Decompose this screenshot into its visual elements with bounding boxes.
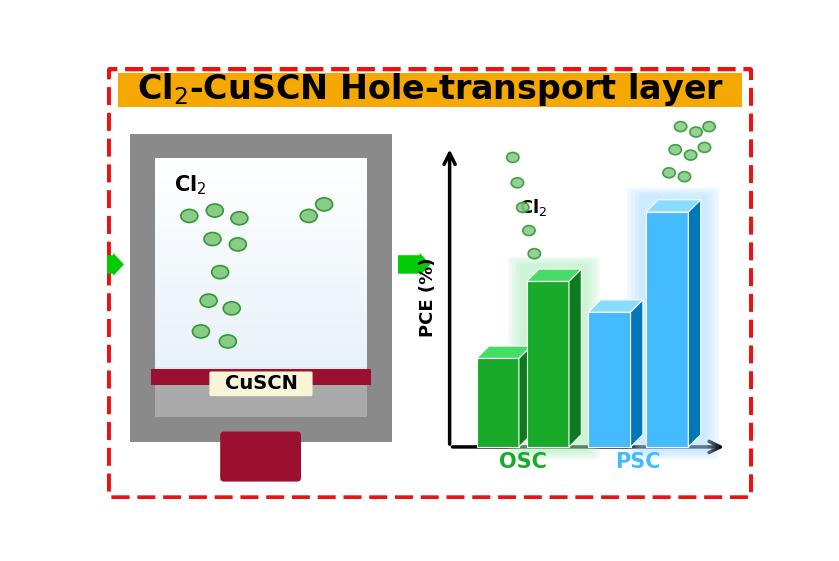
Polygon shape bbox=[588, 300, 643, 312]
Bar bbox=[154, 172, 367, 179]
Bar bbox=[154, 339, 367, 346]
Bar bbox=[154, 297, 367, 304]
Bar bbox=[154, 277, 367, 283]
Ellipse shape bbox=[231, 211, 248, 225]
Bar bbox=[154, 193, 367, 200]
Text: PSC: PSC bbox=[616, 452, 661, 472]
Bar bbox=[646, 212, 688, 447]
Bar bbox=[154, 367, 367, 376]
Bar bbox=[154, 186, 367, 193]
Polygon shape bbox=[569, 269, 581, 447]
Text: OSC: OSC bbox=[499, 452, 547, 472]
Bar bbox=[154, 332, 367, 339]
Bar bbox=[154, 269, 367, 277]
Bar bbox=[154, 221, 367, 228]
Ellipse shape bbox=[206, 204, 223, 217]
FancyBboxPatch shape bbox=[519, 264, 588, 452]
Bar bbox=[130, 417, 392, 442]
Bar bbox=[154, 283, 367, 291]
Bar bbox=[154, 263, 367, 269]
Bar bbox=[130, 134, 392, 442]
Text: Cl$_2$-CuSCN Hole-transport layer: Cl$_2$-CuSCN Hole-transport layer bbox=[137, 71, 724, 108]
Polygon shape bbox=[519, 346, 531, 447]
Ellipse shape bbox=[211, 265, 229, 279]
Bar bbox=[151, 369, 371, 384]
Bar bbox=[367, 367, 392, 417]
Ellipse shape bbox=[219, 335, 237, 348]
Bar bbox=[154, 318, 367, 325]
Text: Cl$_2$: Cl$_2$ bbox=[174, 173, 206, 197]
Bar bbox=[154, 242, 367, 249]
Bar bbox=[154, 158, 367, 165]
Bar bbox=[130, 367, 154, 417]
Ellipse shape bbox=[523, 226, 535, 236]
Polygon shape bbox=[477, 346, 531, 358]
Ellipse shape bbox=[204, 232, 221, 246]
Ellipse shape bbox=[690, 127, 702, 137]
FancyArrow shape bbox=[398, 253, 430, 276]
FancyBboxPatch shape bbox=[635, 192, 711, 454]
Ellipse shape bbox=[511, 178, 524, 188]
Ellipse shape bbox=[529, 249, 540, 259]
FancyBboxPatch shape bbox=[508, 257, 600, 459]
Ellipse shape bbox=[517, 203, 529, 213]
Polygon shape bbox=[688, 200, 701, 447]
FancyBboxPatch shape bbox=[220, 431, 301, 481]
Bar bbox=[588, 312, 631, 447]
Bar bbox=[154, 249, 367, 256]
Ellipse shape bbox=[675, 122, 687, 132]
Text: Cl$_2$: Cl$_2$ bbox=[519, 197, 547, 218]
Ellipse shape bbox=[300, 209, 317, 223]
FancyBboxPatch shape bbox=[108, 69, 752, 498]
Bar bbox=[154, 311, 367, 318]
Ellipse shape bbox=[192, 325, 210, 338]
Ellipse shape bbox=[698, 142, 711, 153]
Ellipse shape bbox=[669, 145, 681, 155]
FancyBboxPatch shape bbox=[210, 371, 313, 396]
FancyBboxPatch shape bbox=[639, 194, 707, 452]
Ellipse shape bbox=[678, 172, 690, 182]
Bar bbox=[154, 200, 367, 207]
Text: CuSCN: CuSCN bbox=[225, 374, 297, 393]
Bar bbox=[154, 346, 367, 353]
Bar bbox=[130, 367, 154, 442]
Ellipse shape bbox=[229, 238, 247, 251]
Bar bbox=[154, 291, 367, 297]
FancyBboxPatch shape bbox=[512, 259, 596, 457]
Ellipse shape bbox=[703, 122, 716, 132]
Text: PCE (%): PCE (%) bbox=[419, 257, 437, 337]
Ellipse shape bbox=[507, 153, 519, 163]
FancyBboxPatch shape bbox=[628, 187, 719, 459]
Ellipse shape bbox=[201, 294, 217, 307]
Ellipse shape bbox=[663, 168, 675, 178]
Polygon shape bbox=[646, 200, 701, 212]
Bar bbox=[154, 214, 367, 221]
Bar bbox=[154, 304, 367, 311]
Bar bbox=[154, 360, 367, 367]
Polygon shape bbox=[527, 269, 581, 282]
Bar bbox=[154, 234, 367, 242]
Ellipse shape bbox=[223, 302, 240, 315]
Bar bbox=[154, 256, 367, 263]
Bar bbox=[154, 228, 367, 234]
FancyBboxPatch shape bbox=[631, 190, 716, 457]
FancyArrow shape bbox=[93, 253, 124, 276]
Bar bbox=[117, 73, 743, 107]
Bar bbox=[154, 353, 367, 360]
Bar bbox=[154, 207, 367, 214]
Bar bbox=[477, 358, 519, 447]
Bar bbox=[154, 367, 367, 417]
Bar bbox=[154, 165, 367, 172]
Bar bbox=[367, 367, 392, 442]
Ellipse shape bbox=[315, 198, 332, 211]
Polygon shape bbox=[631, 300, 643, 447]
Bar bbox=[154, 179, 367, 186]
Ellipse shape bbox=[181, 209, 198, 223]
FancyBboxPatch shape bbox=[516, 261, 592, 454]
Ellipse shape bbox=[685, 150, 697, 160]
Bar bbox=[154, 325, 367, 332]
Bar bbox=[527, 282, 569, 447]
